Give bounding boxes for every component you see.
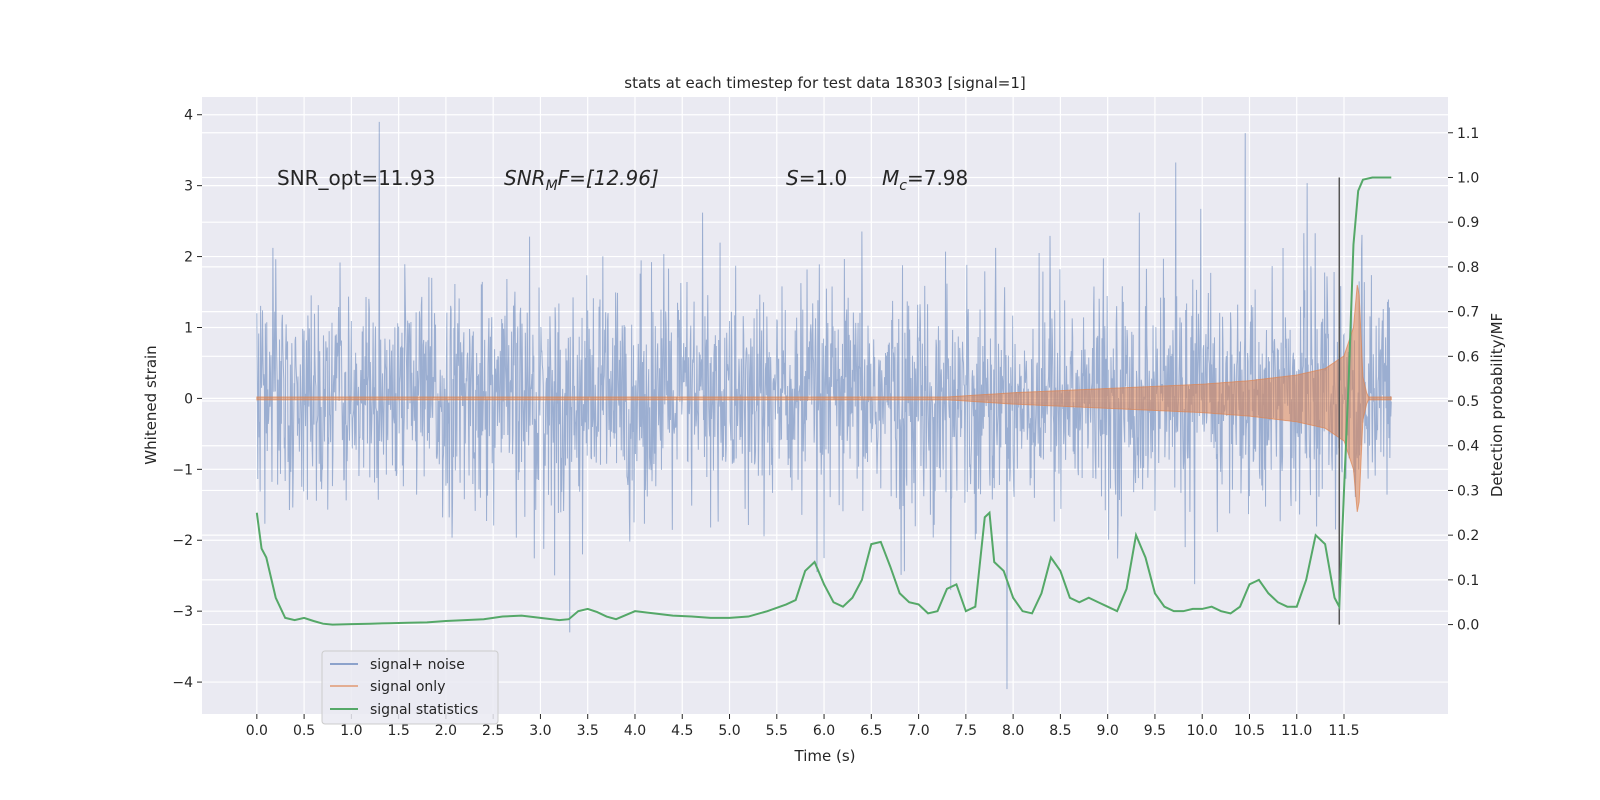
y-tick-label: 1 <box>184 320 193 336</box>
x-tick-label: 11.5 <box>1328 723 1359 739</box>
x-tick-label: 4.5 <box>671 723 693 739</box>
x-tick-label: 8.5 <box>1049 723 1071 739</box>
right-axis-ticks: 0.0 0.1 0.2 0.3 0.4 0.5 0.6 0.7 0.8 0.9 1.0 1.1 <box>1448 126 1479 634</box>
series-signal-noise <box>256 121 1392 690</box>
annotation-mc-main: M <box>882 166 899 190</box>
x-tick-label: 6.5 <box>860 723 882 739</box>
x-tick-label: 6.0 <box>813 723 835 739</box>
x-axis-ticks: 0.0 0.5 1.0 1.5 2.0 2.5 3.0 3.5 4.0 4.5 5.0 5.5 6.0 6… <box>246 714 1360 739</box>
y-right-tick-label: 0.5 <box>1457 394 1479 410</box>
y-tick-label: 4 <box>184 108 193 124</box>
x-tick-label: 7.0 <box>907 723 929 739</box>
x-tick-label: 10.5 <box>1234 723 1265 739</box>
y-right-tick-label: 0.3 <box>1457 483 1479 499</box>
x-tick-label: 0.0 <box>246 723 268 739</box>
annotation-s-rest: =1.0 <box>799 166 848 190</box>
x-tick-label: 4.0 <box>624 723 646 739</box>
y-tick-label: −2 <box>172 533 193 549</box>
x-tick-label: 8.0 <box>1002 723 1024 739</box>
y-axis-label: Whitened strain <box>142 345 160 464</box>
series-signal-statistics <box>255 176 1392 626</box>
legend-label-signal-only: signal only <box>370 679 445 695</box>
y-right-tick-label: 0.0 <box>1457 618 1479 634</box>
y-tick-label: −1 <box>172 462 193 478</box>
legend-label-signal-noise: signal+ noise <box>370 657 465 673</box>
x-tick-label: 9.5 <box>1144 723 1166 739</box>
y-tick-label: 2 <box>184 250 193 266</box>
y-right-tick-label: 0.7 <box>1457 305 1479 321</box>
x-tick-label: 5.5 <box>766 723 788 739</box>
series-signal-only <box>256 284 1392 512</box>
chart-title: stats at each timestep for test data 183… <box>624 74 1025 92</box>
x-tick-label: 2.0 <box>435 723 457 739</box>
y-right-tick-label: 1.1 <box>1457 126 1479 142</box>
y-right-tick-label: 0.4 <box>1457 439 1479 455</box>
y-tick-label: 0 <box>184 391 193 407</box>
y-right-tick-label: 1.0 <box>1457 170 1479 186</box>
y-right-tick-label: 0.9 <box>1457 215 1479 231</box>
x-tick-label: 9.0 <box>1097 723 1119 739</box>
annotation-snr-mf-sub: M <box>546 178 558 194</box>
annotation-snr-mf-main: SNR <box>504 166 546 190</box>
annotation-snr-opt: SNR_opt=11.93 <box>277 166 435 190</box>
x-tick-label: 0.5 <box>293 723 315 739</box>
annotation-mc-rest: =7.98 <box>907 166 968 190</box>
x-tick-label: 3.0 <box>529 723 551 739</box>
annotation-snr-mf-rest: F=[12.96] <box>558 166 659 190</box>
annotation-mc-sub: c <box>899 178 907 194</box>
y-right-tick-label: 0.2 <box>1457 528 1479 544</box>
legend-label-signal-statistics: signal statistics <box>370 702 478 718</box>
y-right-tick-label: 0.6 <box>1457 349 1479 365</box>
y-right-tick-label: 0.1 <box>1457 573 1479 589</box>
x-tick-label: 3.5 <box>577 723 599 739</box>
annotation-s-main: S <box>786 166 799 190</box>
x-axis-label: Time (s) <box>794 747 856 765</box>
annotation-mc: Mc=7.98 <box>882 166 968 194</box>
x-tick-label: 2.5 <box>482 723 504 739</box>
left-axis-ticks: −4 −3 −2 −1 0 1 2 3 4 <box>172 108 202 691</box>
legend: signal+ noise signal only signal statist… <box>321 650 499 725</box>
y-tick-label: 3 <box>184 179 193 195</box>
y-tick-label: −3 <box>172 604 193 620</box>
y-right-tick-label: 0.8 <box>1457 260 1479 276</box>
x-tick-label: 7.5 <box>955 723 977 739</box>
y-tick-label: −4 <box>172 675 193 691</box>
annotation-snr-mf: SNRMF=[12.96] <box>504 166 659 194</box>
x-tick-label: 10.0 <box>1187 723 1218 739</box>
legend-box <box>321 650 499 725</box>
x-tick-label: 1.0 <box>340 723 362 739</box>
y-axis-right-label: Detection probability/MF <box>1488 313 1506 497</box>
annotation-s: S=1.0 <box>786 166 847 190</box>
x-tick-label: 1.5 <box>388 723 410 739</box>
x-tick-label: 5.0 <box>718 723 740 739</box>
x-tick-label: 11.0 <box>1281 723 1312 739</box>
